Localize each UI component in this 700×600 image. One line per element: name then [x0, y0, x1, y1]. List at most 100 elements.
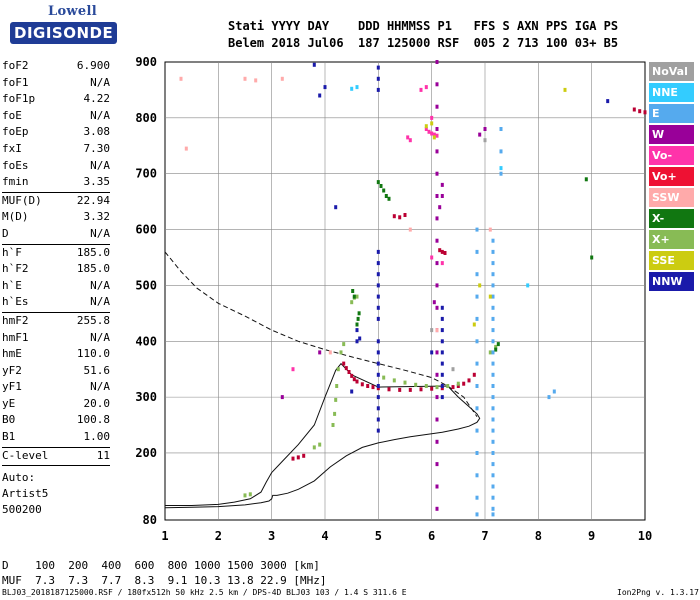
echo-point-sse	[563, 87, 567, 92]
echo-point-x	[335, 384, 339, 388]
echo-point-nnw	[440, 372, 444, 377]
echo-point-vo	[440, 249, 444, 254]
echo-point-nnw	[376, 350, 380, 355]
echo-point-x	[243, 493, 247, 498]
legend-item: NNW	[649, 272, 694, 291]
param-name: B0	[2, 413, 16, 427]
param-name: M(D)	[2, 210, 29, 224]
echo-point-e	[491, 512, 495, 517]
echo-point-w	[435, 82, 439, 87]
y-tick-label: 500	[135, 278, 157, 292]
param-name: yF2	[2, 363, 22, 377]
echo-point-w	[435, 238, 439, 243]
echo-point-x	[357, 311, 361, 316]
echo-point-w	[435, 60, 439, 64]
echo-point-x	[379, 184, 383, 188]
echo-point-vo	[419, 87, 423, 92]
echo-point-vo	[355, 379, 359, 384]
echo-point-vo	[408, 138, 412, 143]
station-header: Stati YYYY DAY DDD HHMMSS P1 FFS S AXN P…	[228, 18, 618, 52]
echo-point-vo	[430, 386, 434, 391]
echo-point-x	[488, 350, 492, 355]
echo-point-vo	[462, 381, 466, 386]
muf-table: D 100 200 400 600 800 1000 1500 3000 [km…	[2, 558, 327, 588]
echo-point-x	[376, 180, 380, 185]
param-name: MUF(D)	[2, 193, 42, 207]
echo-point-vo	[387, 387, 391, 392]
echo-point-e	[499, 149, 503, 154]
param-row: foEp 3.08	[2, 124, 110, 141]
x-tick-label: 3	[268, 529, 275, 543]
param-name: foF2	[2, 59, 29, 72]
echo-point-noval	[483, 138, 487, 143]
param-value: 110.0	[76, 347, 110, 361]
param-name: foF1p	[2, 92, 36, 106]
echo-point-vo	[360, 382, 364, 387]
echo-point-x	[333, 411, 337, 416]
y-tick-label: 700	[135, 167, 157, 181]
param-row: yF1 N/A	[2, 379, 110, 396]
auto-scaling-line: Auto:	[2, 471, 36, 485]
auto-scaling-line: Artist5	[2, 487, 49, 501]
echo-point-e	[475, 272, 479, 277]
echo-point-x	[352, 294, 356, 299]
param-row: foF1 N/A	[2, 75, 110, 92]
echo-point-x	[584, 177, 588, 182]
y-tick-label: 900	[135, 55, 157, 69]
param-name: hmF2	[2, 313, 29, 327]
echo-point-e	[499, 127, 503, 131]
distance-row: D 100 200 400 600 800 1000 1500 3000 [km…	[2, 559, 320, 572]
param-value: N/A	[90, 226, 110, 240]
echo-point-x	[494, 347, 498, 352]
echo-point-x	[318, 442, 322, 447]
echo-point-e	[491, 462, 495, 467]
param-name: foE	[2, 108, 22, 122]
param-row: h`F2 185.0	[2, 261, 110, 278]
echo-point-vo	[376, 386, 380, 391]
echo-point-vo	[291, 456, 295, 461]
param-separator	[2, 191, 110, 193]
echo-point-w	[435, 484, 439, 489]
echo-point-w	[483, 127, 487, 131]
echo-point-w	[435, 439, 439, 444]
echo-point-e	[491, 328, 495, 333]
echo-point-x	[494, 344, 498, 349]
echo-point-x	[384, 194, 388, 198]
echo-point-vo	[403, 213, 407, 217]
echo-point-w	[280, 395, 284, 400]
echo-point-e	[475, 406, 479, 411]
echo-point-w	[435, 104, 439, 109]
param-name: hmE	[2, 347, 22, 361]
echo-point-ssw	[408, 227, 412, 232]
param-name: h`E	[2, 278, 22, 292]
echo-point-vo	[392, 214, 396, 219]
header-row-2: Belem 2018 Jul06 187 125000 RSF 005 2 71…	[228, 36, 619, 50]
param-value: 11	[96, 448, 110, 462]
echo-point-w	[435, 283, 439, 288]
param-value: N/A	[90, 158, 110, 172]
logo-line2: DIGISONDE	[10, 22, 118, 44]
echo-point-noval	[451, 367, 455, 372]
param-value: 7.30	[83, 141, 111, 155]
echo-point-w	[478, 132, 482, 137]
param-row: B1 1.00	[2, 429, 110, 446]
param-value: N/A	[90, 108, 110, 122]
echo-point-w	[435, 417, 439, 422]
x-tick-label: 7	[481, 529, 488, 543]
echo-point-e	[491, 417, 495, 422]
echo-point-vo	[291, 367, 295, 372]
legend-item: Vo+	[649, 167, 694, 186]
echo-point-e	[491, 283, 495, 288]
echo-point-nnw	[430, 350, 434, 355]
echo-point-nne	[526, 283, 530, 288]
echo-point-w	[318, 350, 322, 355]
echo-point-vo	[638, 109, 642, 114]
echo-point-vo	[438, 248, 442, 253]
echo-point-nnw	[440, 361, 444, 366]
echo-point-nne	[355, 85, 359, 90]
file-info: BLJ03_2018187125000.RSF / 180fx512h 50 k…	[2, 588, 407, 597]
echo-point-e	[475, 294, 479, 299]
echo-point-nnw	[376, 395, 380, 400]
echo-point-e	[475, 249, 479, 254]
echo-point-nnw	[334, 205, 338, 210]
